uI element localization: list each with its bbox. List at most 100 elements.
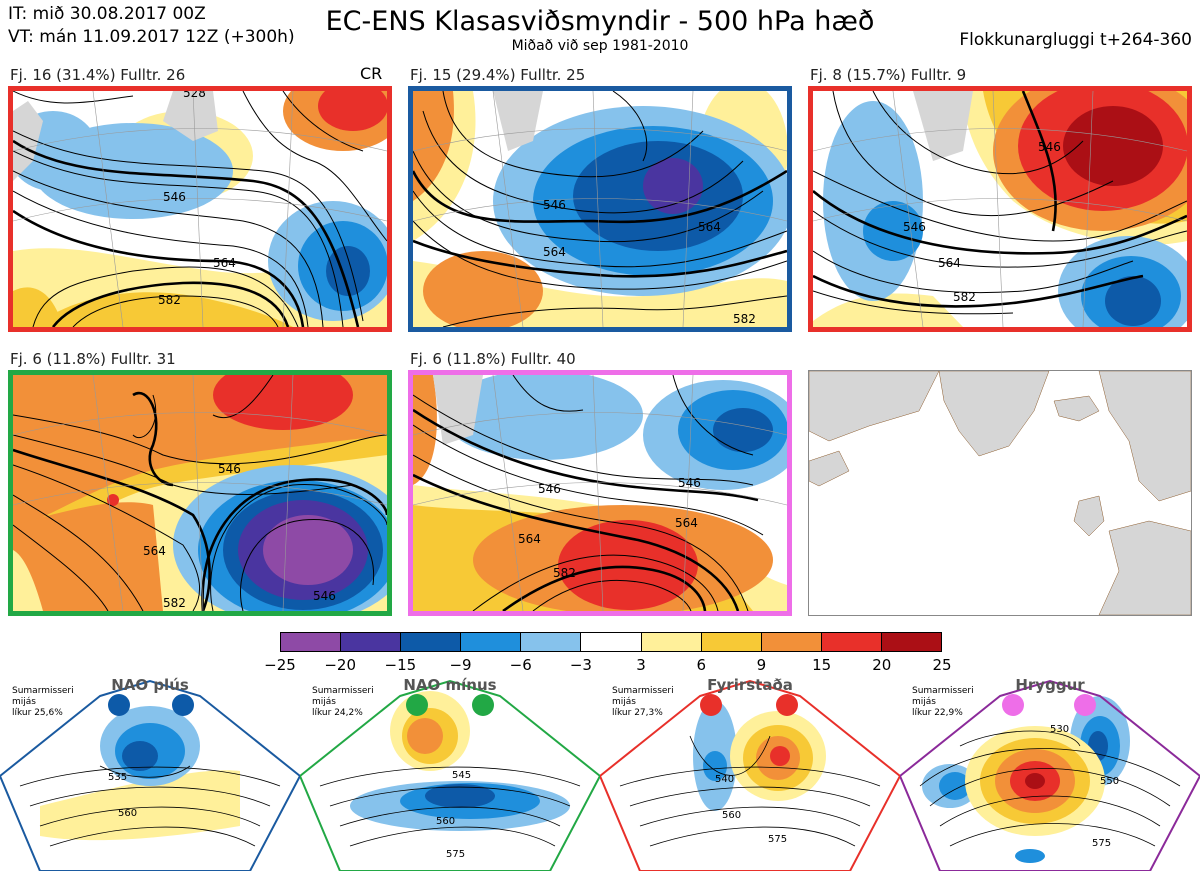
regime-info: Sumarmisseri mijás líkur 25,6% (12, 686, 74, 719)
regime-info: Sumarmisseri mijás líkur 22,9% (912, 686, 974, 719)
regime-ridge: 530 550 575 Hryggur Sumarmisseri mijás l… (900, 676, 1200, 871)
contour-label: 545 (452, 770, 471, 781)
regime-dot (406, 694, 428, 716)
colorbar-segment (581, 633, 642, 651)
cluster-map-3: 546 564 582 546 (808, 86, 1192, 332)
contour-label: 582 (953, 290, 976, 304)
empty-map-svg (809, 371, 1191, 615)
colorbar-segment (461, 633, 522, 651)
colorbar-segment (281, 633, 342, 651)
regime-info: Sumarmisseri mijás líkur 24,2% (312, 686, 374, 719)
colorbar-segment (341, 633, 402, 651)
regime-blocking-map: 540 560 575 (600, 679, 900, 871)
colorbar-segment (761, 633, 822, 651)
cluster-1-tag: CR (360, 64, 383, 83)
page-title: EC-ENS Klasasviðsmyndir - 500 hPa hæð (325, 6, 875, 37)
contour-label: 564 (143, 544, 166, 558)
contour-label: 560 (436, 816, 455, 827)
regime-probability: líkur 27,3% (612, 708, 663, 718)
cluster-3-label: Fj. 8 (15.7%) Fulltr. 9 (810, 66, 967, 84)
cluster-map-5-svg: 546 546 564 564 582 (413, 375, 787, 611)
contour-label: 550 (1100, 776, 1119, 787)
colorbar-tick: −3 (569, 656, 592, 674)
colorbar-segment (701, 633, 762, 651)
colorbar-segment (521, 633, 582, 651)
contour-label: 582 (158, 293, 181, 307)
cluster-map-4-svg: 546 564 582 546 (13, 375, 387, 611)
regime-window: mijás (612, 697, 636, 707)
colorbar-tick: −15 (384, 656, 417, 674)
contour-label: 564 (675, 516, 698, 530)
contour-label: 546 (543, 198, 566, 212)
regime-probability: líkur 22,9% (912, 708, 963, 718)
cluster-2-label: Fj. 15 (29.4%) Fulltr. 25 (410, 66, 586, 84)
contour-label: 546 (678, 476, 701, 490)
colorbar-tick: −20 (324, 656, 356, 674)
regime-title: NAO plús (111, 676, 189, 694)
contour-label: 560 (118, 808, 137, 819)
cluster-map-1-svg: 546 564 582 528 (13, 91, 387, 327)
empty-map (808, 370, 1192, 616)
contour-label: 564 (543, 245, 566, 259)
cluster-map-2-svg: 546 564 564 582 (413, 91, 787, 327)
regime-dot (776, 694, 798, 716)
initial-time: IT: mið 30.08.2017 00Z (8, 4, 206, 24)
valid-time: VT: mán 11.09.2017 12Z (+300h) (8, 27, 295, 47)
regime-season: Sumarmisseri (912, 686, 974, 696)
colorbar-tick: 3 (636, 656, 646, 674)
regime-nao-plus-map: 535 560 (0, 679, 300, 871)
regime-season: Sumarmisseri (12, 686, 74, 696)
regime-window: mijás (12, 697, 36, 707)
colorbar-segment (881, 633, 942, 651)
contour-label: 546 (218, 462, 241, 476)
contour-label: 582 (163, 596, 186, 610)
contour-label: 530 (1050, 724, 1069, 735)
cluster-map-1: 546 564 582 528 (8, 86, 392, 332)
regime-dot (472, 694, 494, 716)
regime-window: mijás (312, 697, 336, 707)
cluster-5-label: Fj. 6 (11.8%) Fulltr. 40 (410, 350, 576, 368)
contour-label: 546 (538, 482, 561, 496)
regime-dot (1074, 694, 1096, 716)
colorbar-tick: 6 (696, 656, 707, 674)
contour-label: 564 (698, 220, 721, 234)
classification-window: Flokkunargluggi t+264-360 (959, 30, 1192, 50)
contour-label: 546 (163, 190, 186, 204)
contour-label: 575 (446, 849, 465, 860)
colorbar (280, 632, 942, 652)
regime-title: Fyrirstaða (707, 676, 793, 694)
regime-window: mijás (912, 697, 936, 707)
regime-dot (700, 694, 722, 716)
contour-label: 535 (108, 772, 127, 783)
cluster-map-4: 546 564 582 546 (8, 370, 392, 616)
regime-ridge-map: 530 550 575 (900, 679, 1200, 871)
contour-label: 560 (722, 810, 741, 821)
regime-blocking: 540 560 575 Fyrirstaða Sumarmisseri mijá… (600, 676, 900, 871)
colorbar-tick: −25 (264, 656, 296, 674)
regime-title: NAO mínus (403, 676, 497, 694)
colorbar-segment (401, 633, 462, 651)
colorbar-tick: 15 (812, 656, 832, 674)
colorbar-tick: 9 (756, 656, 767, 674)
page-subtitle: Miðað við sep 1981-2010 (511, 38, 689, 54)
regime-title: Hryggur (1015, 676, 1085, 694)
regime-season: Sumarmisseri (312, 686, 374, 696)
regime-probability: líkur 24,2% (312, 708, 363, 718)
contour-label: 564 (518, 532, 541, 546)
contour-label: 564 (938, 256, 961, 270)
regime-probability: líkur 25,6% (12, 708, 63, 718)
contour-label: 564 (213, 256, 236, 270)
contour-label: 540 (715, 774, 734, 785)
colorbar-segment (821, 633, 882, 651)
regime-info: Sumarmisseri mijás líkur 27,3% (612, 686, 674, 719)
colorbar-tick: 25 (932, 656, 952, 674)
contour-label: 575 (768, 834, 787, 845)
colorbar-tick: −6 (509, 656, 532, 674)
regime-dot (172, 694, 194, 716)
contour-label: 575 (1092, 838, 1111, 849)
cluster-map-5: 546 546 564 564 582 (408, 370, 792, 616)
cluster-map-3-svg: 546 564 582 546 (813, 91, 1187, 327)
contour-label: 582 (733, 312, 756, 326)
contour-label: 546 (1038, 140, 1061, 154)
colorbar-segment (641, 633, 702, 651)
